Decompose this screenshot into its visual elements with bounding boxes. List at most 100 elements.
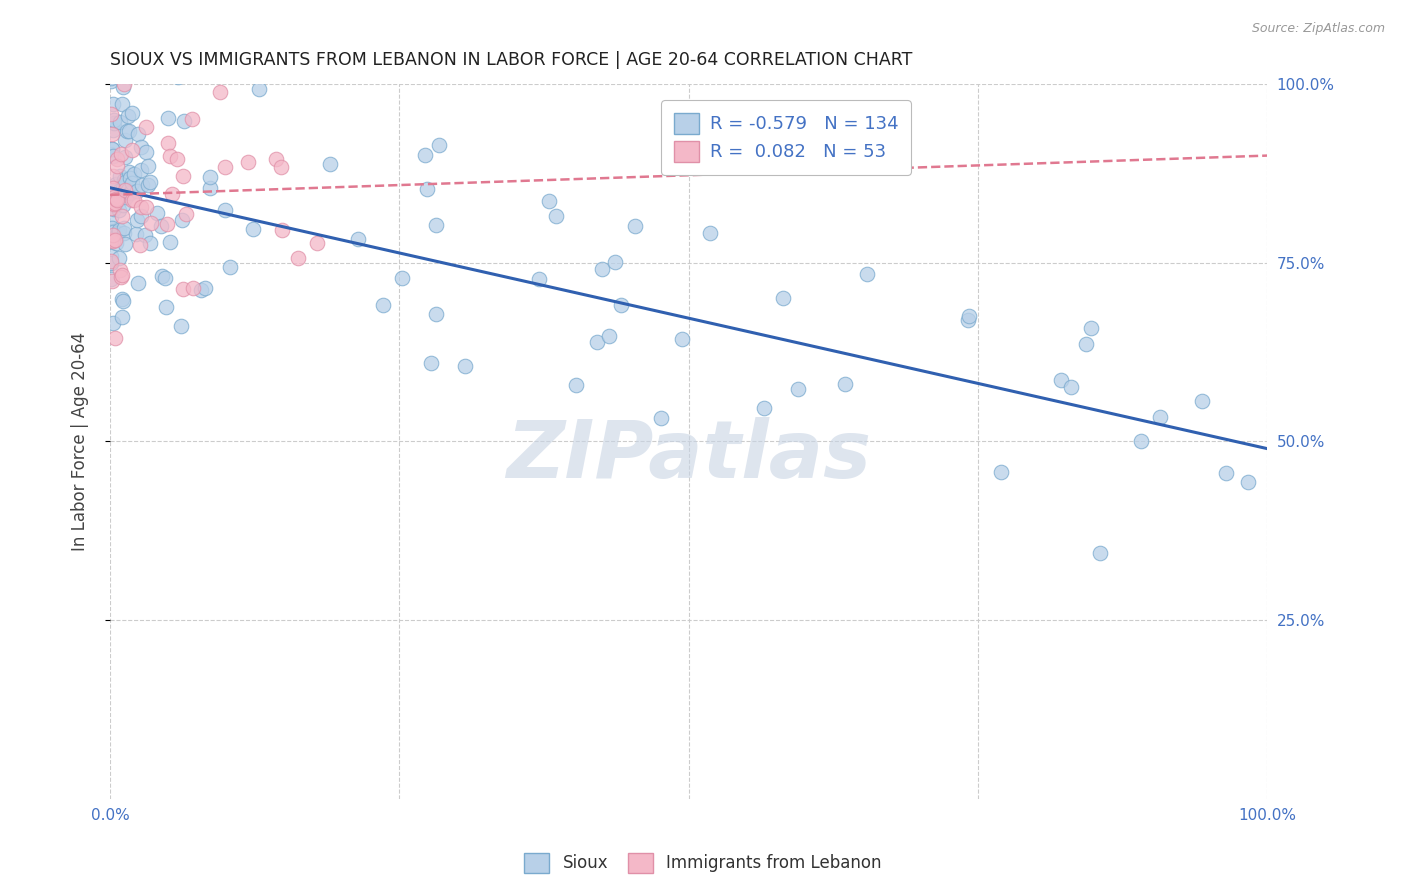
Point [149,219,172,233]
Point [159,235,181,249]
Point [624,219,647,234]
Point [100,221,122,235]
Point [135,200,157,214]
Point [194,281,217,295]
Point [413,148,436,162]
Point [198,170,221,185]
Point [425,307,447,321]
Point [117,165,139,179]
Point [101,274,124,288]
Point [160,186,183,201]
Point [136,178,159,192]
Point [103,202,125,216]
Point [1060,380,1083,394]
Point [107,203,129,218]
Point [391,271,413,285]
Point [118,123,141,137]
Point [117,183,139,197]
Point [115,190,138,204]
Point [166,70,188,85]
Point [610,298,633,312]
Point [134,227,156,242]
Point [129,162,152,177]
Point [103,198,125,212]
Point [427,138,450,153]
Point [174,207,197,221]
Point [956,312,979,326]
Point [271,222,294,236]
Point [100,201,122,215]
Point [121,143,143,157]
Point [110,96,132,111]
Point [772,291,794,305]
Point [305,235,328,250]
Point [110,268,132,282]
Point [112,77,135,91]
Point [135,145,157,159]
Point [264,152,287,166]
Point [110,183,132,197]
Text: SIOUX VS IMMIGRANTS FROM LEBANON IN LABOR FORCE | AGE 20-64 CORRELATION CHART: SIOUX VS IMMIGRANTS FROM LEBANON IN LABO… [110,51,912,69]
Point [786,382,808,396]
Point [100,254,122,268]
Point [150,269,173,284]
Point [100,197,122,211]
Point [1076,336,1098,351]
Point [834,377,856,392]
Legend: Sioux, Immigrants from Lebanon: Sioux, Immigrants from Lebanon [517,847,889,880]
Point [100,70,122,85]
Point [671,332,693,346]
Point [121,176,143,190]
Point [650,411,672,425]
Point [591,261,613,276]
Point [108,263,131,277]
Point [1088,546,1111,560]
Point [1236,475,1258,490]
Point [111,198,134,212]
Point [114,149,136,163]
Point [125,213,148,227]
Point [100,107,122,121]
Point [105,152,128,166]
Point [100,210,122,224]
Point [101,142,124,156]
Point [100,271,122,285]
Point [1191,394,1213,409]
Point [129,237,152,252]
Point [103,195,125,210]
Point [100,249,122,263]
Point [238,154,260,169]
Point [198,181,221,195]
Point [125,227,148,242]
Point [114,133,136,147]
Point [100,73,122,87]
Point [107,226,129,240]
Text: Source: ZipAtlas.com: Source: ZipAtlas.com [1251,22,1385,36]
Point [100,233,122,247]
Point [139,176,162,190]
Point [752,401,775,415]
Point [172,282,194,296]
Point [108,251,131,265]
Point [419,356,441,370]
Point [153,271,176,285]
Point [173,114,195,128]
Point [172,169,194,184]
Point [101,149,124,163]
Point [101,169,124,183]
Point [159,149,181,163]
Point [121,105,143,120]
Point [990,465,1012,479]
Point [598,328,620,343]
Point [101,123,124,137]
Point [1149,409,1171,424]
Point [101,142,124,156]
Point [100,127,122,141]
Point [103,190,125,204]
Point [214,161,236,175]
Point [105,159,128,173]
Point [103,234,125,248]
Point [527,272,550,286]
Point [129,139,152,153]
Point [131,178,153,192]
